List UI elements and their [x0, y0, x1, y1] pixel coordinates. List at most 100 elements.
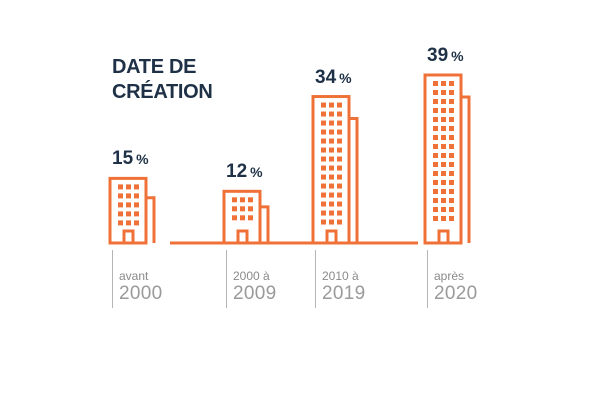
- chart-title: DATE DE CRÉATION: [112, 55, 213, 105]
- building-window: [118, 193, 123, 199]
- bar-building-1: [222, 189, 270, 245]
- building-window: [126, 184, 131, 190]
- building-window: [441, 207, 446, 212]
- building-window: [433, 81, 438, 86]
- building-window: [329, 219, 334, 225]
- building-window: [240, 206, 245, 212]
- building-window: [433, 216, 438, 221]
- building-door: [325, 229, 338, 245]
- building-window: [118, 211, 123, 217]
- building-window: [118, 220, 123, 226]
- building-window: [433, 135, 438, 140]
- building-door: [122, 229, 135, 245]
- building-window: [337, 102, 342, 108]
- building-window: [321, 156, 326, 162]
- building-window: [321, 138, 326, 144]
- building-window: [449, 81, 454, 86]
- building-window: [321, 165, 326, 171]
- building-window: [248, 215, 253, 221]
- category-label-3: après 2020: [427, 250, 477, 308]
- building-window: [449, 117, 454, 122]
- building-window: [329, 183, 334, 189]
- building-window: [329, 174, 334, 180]
- building-window: [329, 192, 334, 198]
- value-label-1: 12%: [226, 161, 263, 183]
- building-window: [337, 183, 342, 189]
- building-window: [321, 102, 326, 108]
- building-window: [329, 165, 334, 171]
- building-window: [126, 211, 131, 217]
- building-window: [321, 120, 326, 126]
- building-window: [449, 153, 454, 158]
- category-label-2: 2010 à 2019: [315, 250, 365, 308]
- building-window: [433, 198, 438, 203]
- building-window: [433, 162, 438, 167]
- building-window: [441, 90, 446, 95]
- building-window: [134, 193, 139, 199]
- building-window: [329, 210, 334, 216]
- building-window: [134, 202, 139, 208]
- building-window: [321, 201, 326, 207]
- building-window: [433, 117, 438, 122]
- building-window: [441, 162, 446, 167]
- building-window: [449, 108, 454, 113]
- building-window: [126, 220, 131, 226]
- building-window: [449, 189, 454, 194]
- building-window: [449, 180, 454, 185]
- building-window: [240, 215, 245, 221]
- building-window: [441, 81, 446, 86]
- building-window: [337, 156, 342, 162]
- building-window: [433, 171, 438, 176]
- bar-building-2: [311, 95, 359, 245]
- building-window: [449, 216, 454, 221]
- building-window: [248, 206, 253, 212]
- building-window: [337, 120, 342, 126]
- building-window: [449, 162, 454, 167]
- building-window: [433, 189, 438, 194]
- building-annex: [146, 196, 156, 243]
- building-window: [134, 220, 139, 226]
- building-window: [232, 197, 237, 203]
- building-window: [433, 126, 438, 131]
- building-window: [329, 129, 334, 135]
- building-window: [321, 111, 326, 117]
- building-window: [118, 202, 123, 208]
- building-window: [449, 144, 454, 149]
- building-window: [329, 111, 334, 117]
- building-window: [433, 207, 438, 212]
- building-window: [337, 147, 342, 153]
- building-window: [441, 216, 446, 221]
- chart-title-line-1: DATE DE: [112, 56, 197, 78]
- building-window: [134, 184, 139, 190]
- category-label-1: 2000 à 2009: [226, 250, 276, 308]
- building-window: [329, 102, 334, 108]
- building-window: [449, 171, 454, 176]
- building-window: [441, 153, 446, 158]
- building-window: [433, 99, 438, 104]
- category-label-0: avant 2000: [112, 250, 162, 308]
- building-window: [329, 201, 334, 207]
- building-window: [449, 135, 454, 140]
- building-window: [134, 211, 139, 217]
- building-window: [441, 171, 446, 176]
- building-window: [441, 135, 446, 140]
- building-window: [329, 138, 334, 144]
- building-window: [441, 180, 446, 185]
- building-window: [449, 207, 454, 212]
- building-window: [449, 90, 454, 95]
- building-window: [329, 156, 334, 162]
- building-window: [449, 99, 454, 104]
- building-window: [441, 99, 446, 104]
- building-window: [321, 174, 326, 180]
- building-window: [232, 206, 237, 212]
- building-window: [449, 198, 454, 203]
- building-window: [337, 192, 342, 198]
- building-window: [118, 184, 123, 190]
- building-window: [321, 129, 326, 135]
- value-label-3: 39%: [427, 45, 464, 66]
- building-window: [337, 174, 342, 180]
- building-window: [337, 111, 342, 117]
- building-window: [232, 215, 237, 221]
- building-annex: [461, 95, 471, 243]
